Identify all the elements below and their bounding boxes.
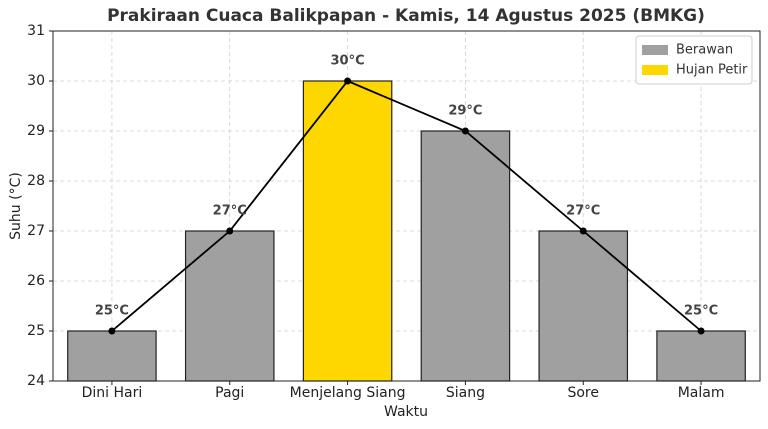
bar (302, 80, 393, 382)
y-tick-label: 30 (27, 73, 45, 89)
bar (67, 330, 157, 382)
value-label: 25°C (684, 304, 718, 319)
bar (656, 330, 746, 382)
value-label: 30°C (331, 54, 365, 69)
legend-label: Hujan Petir (676, 63, 748, 78)
line-point (344, 77, 352, 85)
legend-swatch (642, 65, 668, 75)
y-tick-label: 26 (27, 273, 45, 289)
y-tick-label: 25 (27, 323, 45, 339)
x-tick-label: Siang (446, 385, 485, 401)
value-label: 27°C (213, 204, 247, 219)
bar (538, 230, 629, 382)
y-tick-label: 31 (27, 23, 45, 39)
value-label: 29°C (448, 104, 482, 119)
line-point (461, 127, 469, 135)
line-point (226, 227, 234, 235)
y-tick-label: 29 (27, 123, 45, 139)
temperature-line (111, 79, 702, 332)
value-label: 27°C (566, 204, 600, 219)
x-tick-label: Sore (567, 385, 599, 401)
x-tick-label: Malam (678, 385, 725, 401)
x-tick-label: Menjelang Siang (290, 385, 406, 401)
y-tick-label: 28 (27, 173, 45, 189)
legend-label: Berawan (676, 43, 733, 58)
legend-swatch (642, 45, 668, 55)
line-point (579, 227, 587, 235)
plot-frame (52, 30, 761, 382)
y-axis-label: Suhu (°C) (8, 172, 24, 240)
x-tick-label: Dini Hari (82, 385, 143, 401)
y-tick-label: 24 (27, 373, 45, 389)
value-label: 25°C (95, 304, 129, 319)
bar (184, 230, 275, 382)
y-tick-label: 27 (27, 223, 45, 239)
line-point (697, 327, 705, 335)
line-point (108, 327, 116, 335)
x-tick-label: Pagi (215, 385, 244, 401)
bar (420, 130, 511, 382)
x-axis-label: Waktu (384, 404, 428, 420)
chart-title: Prakiraan Cuaca Balikpapan - Kamis, 14 A… (107, 6, 705, 26)
